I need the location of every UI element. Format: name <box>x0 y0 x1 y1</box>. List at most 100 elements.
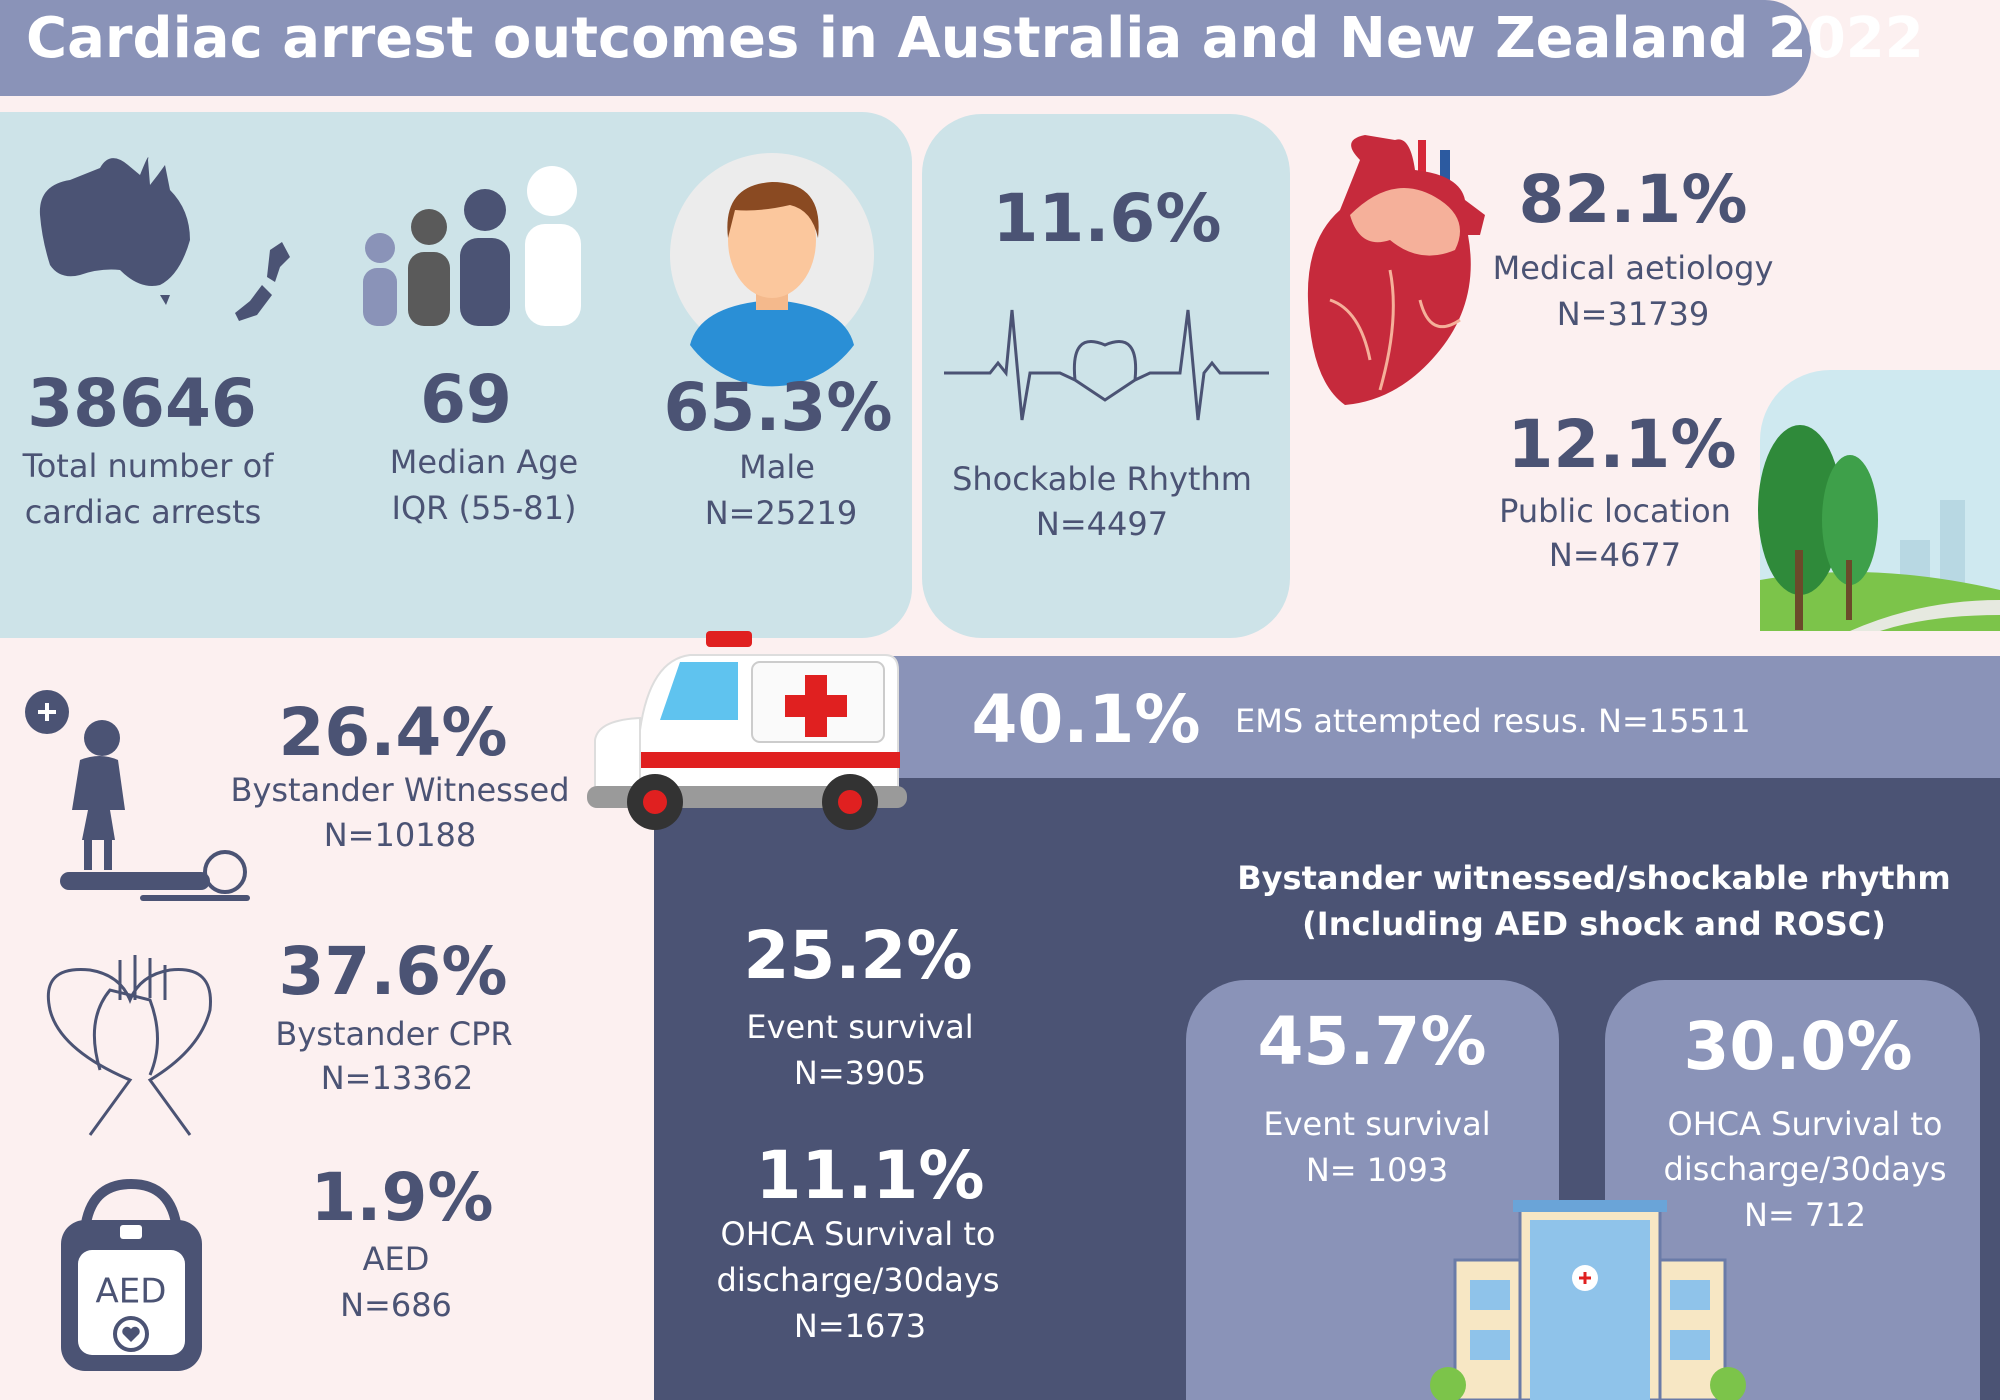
stat-value: 38646 <box>27 365 257 442</box>
hospital-icon-part <box>1513 1200 1667 1212</box>
park-icon-part <box>1846 560 1852 620</box>
stat-label: Total number of <box>22 447 275 485</box>
stat-label: N= 1093 <box>1306 1151 1448 1189</box>
australia-nz-map <box>39 157 290 321</box>
stat-label: Median Age <box>390 443 578 481</box>
australia-nz-map-part <box>235 285 272 321</box>
people-icon-part <box>363 268 397 326</box>
people-icon-part <box>527 166 577 216</box>
heart-icon <box>1307 135 1485 405</box>
stat-value: 11.1% <box>756 1137 985 1214</box>
stat-label: N=4497 <box>1036 505 1168 543</box>
cpr-hands-icon-part <box>46 968 212 1136</box>
hospital-icon-part <box>1470 1280 1510 1310</box>
bystander-icon-part <box>84 840 92 870</box>
aed-icon-part <box>78 1250 185 1355</box>
stat-value: 1.9% <box>310 1159 493 1236</box>
park-icon-part <box>1822 455 1878 585</box>
hospital-icon-part <box>1710 1367 1746 1400</box>
stat-label: AED <box>363 1240 430 1278</box>
ambulance-icon-part <box>595 752 900 768</box>
stat-label: N= 712 <box>1744 1196 1866 1234</box>
stat-label: N=13362 <box>321 1059 474 1097</box>
stat-value: 69 <box>420 361 512 438</box>
hospital-icon-part <box>1670 1330 1710 1360</box>
stat-label: OHCA Survival to <box>721 1215 996 1253</box>
aed-icon-part <box>120 1225 142 1239</box>
stat-label: discharge/30days <box>1664 1150 1947 1188</box>
australia-nz-map-part <box>39 157 190 286</box>
male-icon <box>670 153 874 387</box>
aed-icon-text: AED <box>96 1272 167 1312</box>
ems-value: 40.1% <box>972 681 1201 758</box>
ambulance-icon-part <box>660 662 738 720</box>
australia-nz-map-part <box>267 242 290 282</box>
bystander-icon-part <box>84 720 120 756</box>
subgroup-heading: (Including AED shock and ROSC) <box>1302 905 1886 943</box>
hospital-icon-part <box>1670 1280 1710 1310</box>
bystander-icon-part <box>72 756 125 840</box>
people-icon <box>363 166 581 326</box>
stat-label: Public location <box>1499 492 1731 530</box>
aed-icon: AED <box>61 1178 202 1371</box>
park-icon-part <box>1758 425 1842 595</box>
stat-value: 26.4% <box>279 694 508 771</box>
stat-label: Event survival <box>746 1008 973 1046</box>
stat-value: 11.6% <box>993 180 1222 257</box>
stat-label: Event survival <box>1263 1105 1490 1143</box>
people-icon-part <box>411 209 447 245</box>
heart-icon-part <box>1440 150 1450 190</box>
stat-value: 30.0% <box>1684 1008 1913 1085</box>
bystander-icon-part <box>60 872 210 890</box>
bystander-icon-part <box>38 703 56 721</box>
stat-value: 25.2% <box>744 917 973 994</box>
cpr-hands-icon-part <box>92 988 159 1076</box>
shockable-panel <box>922 114 1290 638</box>
stat-value: 45.7% <box>1258 1003 1487 1080</box>
stat-label: N=10188 <box>324 816 477 854</box>
hospital-icon-part <box>1530 1220 1650 1400</box>
park-icon <box>1758 370 2000 631</box>
male-icon-part <box>728 182 816 298</box>
aed-icon-part <box>80 1178 182 1231</box>
ems-band <box>893 656 2000 780</box>
stat-label: cardiac arrests <box>25 493 262 531</box>
stat-value: 65.3% <box>664 369 893 446</box>
stat-label: N=686 <box>340 1286 452 1324</box>
heart-icon-part <box>1418 140 1426 190</box>
ems-label: EMS attempted resus. N=15511 <box>1235 702 1751 740</box>
bystander-icon-part <box>140 895 250 901</box>
stat-value: 12.1% <box>1508 406 1737 483</box>
ambulance-icon-part <box>594 716 641 791</box>
hospital-icon-part <box>1470 1330 1510 1360</box>
male-icon-part <box>690 300 854 387</box>
people-icon-part <box>460 238 510 326</box>
stat-value: 37.6% <box>279 933 508 1010</box>
stat-label: Bystander CPR <box>275 1015 512 1053</box>
cpr-hands-icon-part <box>118 955 167 1000</box>
stat-label: N=25219 <box>705 494 858 532</box>
bystander-icon-part <box>104 840 112 870</box>
stat-label: Male <box>739 448 815 486</box>
stat-value: 82.1% <box>1519 161 1748 238</box>
stat-label: Bystander Witnessed <box>230 771 569 809</box>
australia-nz-map-part <box>160 295 170 305</box>
ambulance-icon <box>587 631 907 830</box>
people-icon-part <box>408 252 450 326</box>
hospital-icon-part <box>1579 1272 1591 1284</box>
stat-label: Shockable Rhythm <box>952 460 1252 498</box>
stat-label: N=3905 <box>794 1054 926 1092</box>
hospital-icon-part <box>1430 1367 1466 1400</box>
stat-label: OHCA Survival to <box>1668 1105 1943 1143</box>
hospital-icon <box>1430 1200 1746 1400</box>
ambulance-icon-part <box>838 790 862 814</box>
title-bar <box>0 0 1811 96</box>
park-icon-part <box>1795 550 1803 630</box>
cpr-hands-icon <box>46 955 212 1136</box>
aed-icon-part <box>113 1316 149 1352</box>
bystander-icon-part <box>203 850 247 894</box>
stat-label: N=1673 <box>794 1307 926 1345</box>
bystander-icon <box>25 690 250 901</box>
